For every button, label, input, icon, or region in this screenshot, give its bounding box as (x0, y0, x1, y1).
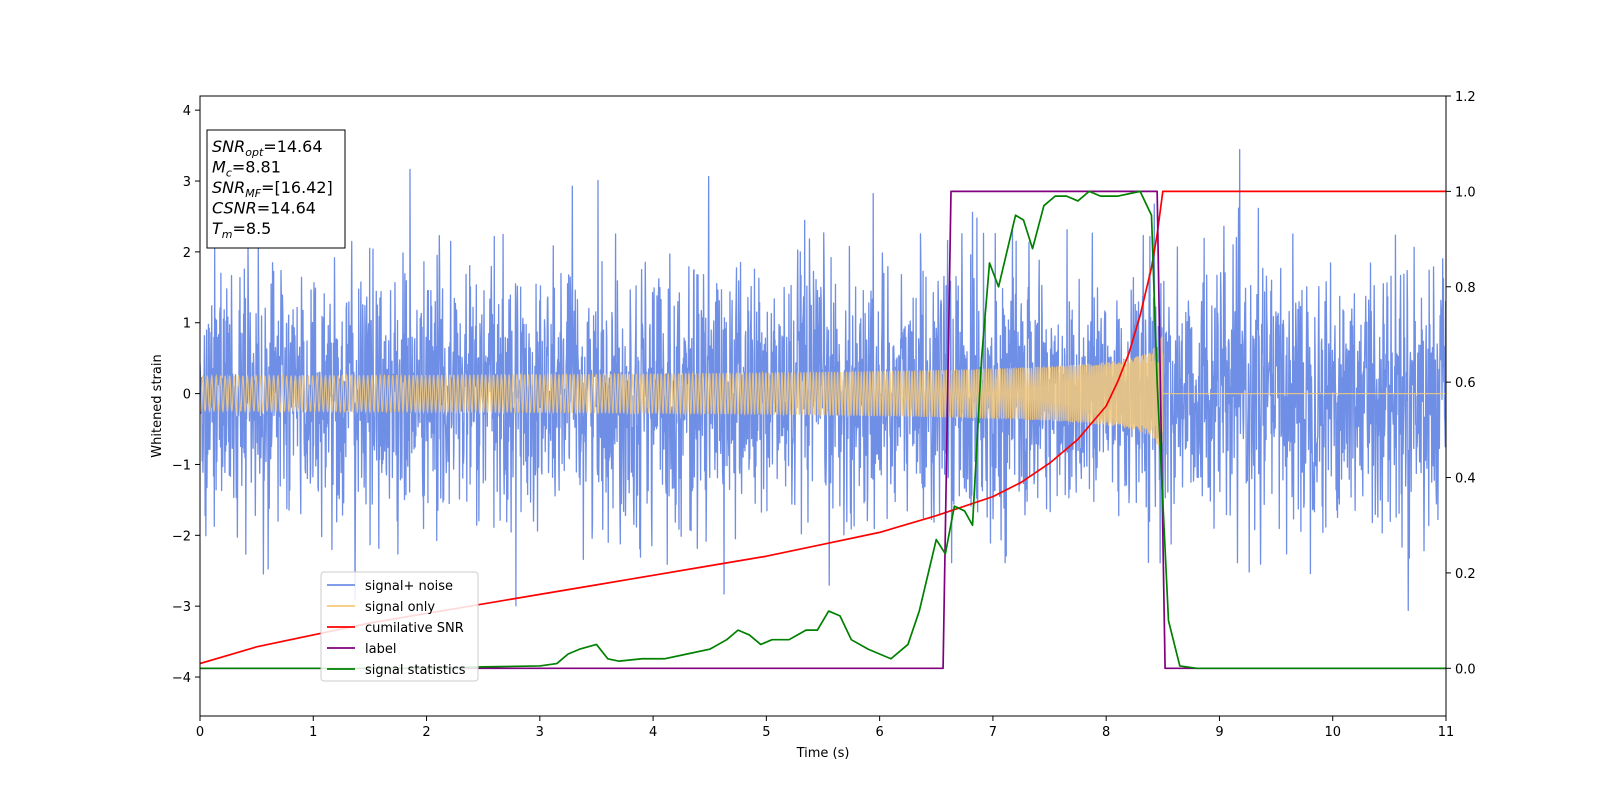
annotation-line: SNRopt=14.64 (212, 137, 323, 159)
y-left-tick-label: 3 (183, 175, 191, 190)
y-left-tick-label: 0 (183, 388, 191, 403)
x-tick-label: 1 (309, 725, 317, 740)
x-tick-label: 6 (875, 725, 883, 740)
legend: signal+ noise signal only cumilative SNR la… (320, 571, 479, 682)
annotation-line: CSNR=14.64 (212, 199, 316, 218)
x-tick-label: 5 (762, 725, 770, 740)
annotation-box-frame (206, 129, 346, 249)
y-left-tick-label: 1 (183, 317, 191, 332)
legend-label: signal+ noise (365, 579, 453, 594)
y-axis-left: −4 −3 −2 −1 0 1 2 3 4 (172, 104, 200, 686)
signal-only-line (200, 336, 1446, 455)
y-left-tick-label: 4 (183, 104, 191, 119)
y-axis-label: Whitened strain (150, 354, 165, 457)
legend-label: cumilative SNR (365, 621, 464, 636)
y-left-tick-label: −1 (172, 458, 191, 473)
x-tick-label: 2 (422, 725, 430, 740)
x-tick-label: 7 (989, 725, 997, 740)
y-right-tick-label: 0.0 (1455, 662, 1476, 677)
y-left-tick-label: 2 (183, 246, 191, 261)
x-tick-label: 4 (649, 725, 657, 740)
legend-label: label (365, 642, 396, 657)
x-tick-label: 3 (536, 725, 544, 740)
legend-label: signal statistics (365, 663, 466, 678)
y-left-tick-label: −3 (172, 600, 191, 615)
x-tick-label: 0 (196, 725, 204, 740)
y-right-tick-label: 1.2 (1455, 90, 1476, 105)
x-tick-label: 8 (1102, 725, 1110, 740)
annotation-line: Tm=8.5 (212, 219, 271, 241)
y-left-tick-label: −2 (172, 529, 191, 544)
legend-label: signal only (365, 600, 435, 615)
x-tick-label: 11 (1438, 725, 1455, 740)
x-tick-label: 9 (1215, 725, 1223, 740)
legend-box (320, 571, 479, 682)
annotation-line: Mc=8.81 (212, 158, 281, 180)
x-axis: 0 1 2 3 4 5 6 7 8 9 10 11 (196, 716, 1454, 740)
plot-frame (199, 95, 1447, 717)
y-right-tick-label: 0.8 (1455, 281, 1476, 296)
annotation-line: SNRMF=[16.42] (212, 178, 333, 200)
signal-statistics-line (200, 190, 1446, 670)
annotation-box: SNRopt=14.64Mc=8.81SNRMF=[16.42]CSNR=14.… (206, 129, 346, 249)
x-axis-label: Time (s) (796, 746, 850, 761)
signal-only-layer (200, 336, 1446, 455)
y-right-tick-label: 0.4 (1455, 472, 1476, 487)
y-left-tick-label: −4 (172, 671, 191, 686)
y-axis-right: 0.0 0.2 0.4 0.6 0.8 1.0 1.2 (1446, 90, 1476, 677)
y-right-tick-label: 0.2 (1455, 567, 1476, 582)
y-right-tick-label: 1.0 (1455, 185, 1476, 200)
x-tick-label: 10 (1324, 725, 1341, 740)
y-right-tick-label: 0.6 (1455, 376, 1476, 391)
